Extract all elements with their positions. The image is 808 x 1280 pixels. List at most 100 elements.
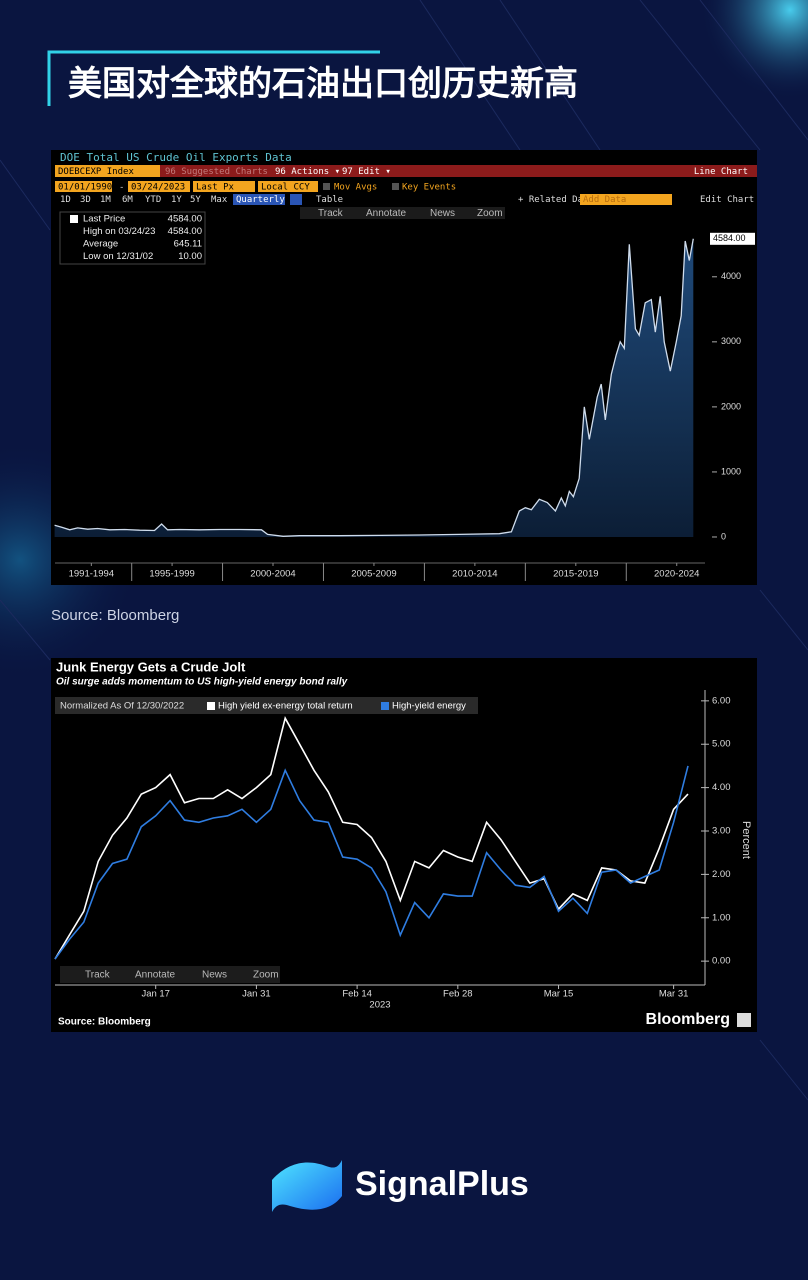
x-tick-label: Mar 31 (659, 989, 689, 1000)
brand-name: SignalPlus (355, 1165, 529, 1203)
tool-button[interactable]: Track (85, 970, 111, 981)
legend-entry: High yield ex-energy total return (218, 701, 353, 712)
stat-value: 10.00 (178, 251, 202, 262)
period-button[interactable]: 6M (122, 195, 133, 205)
legend-entry: High-yield energy (392, 701, 466, 712)
title-accent (47, 50, 380, 106)
x-tick-label: Mar 15 (544, 989, 574, 1000)
menu-item: 96 Actions ▾ (275, 167, 340, 177)
field: Last Px (196, 183, 235, 193)
add-data: Add Data (583, 195, 626, 205)
edit-chart: Edit Chart (700, 195, 754, 205)
chart-source: Source: Bloomberg (58, 1017, 151, 1028)
toolbar (60, 966, 280, 983)
date-sep: - (119, 183, 124, 193)
stat-value: 4584.00 (168, 226, 202, 237)
ui-box (258, 181, 318, 192)
x-tick-label: 2005-2009 (351, 569, 396, 580)
ui-box (392, 183, 399, 190)
period-button[interactable]: 1M (100, 195, 111, 205)
stat-value: 4584.00 (168, 214, 202, 225)
series-line (54, 716, 689, 960)
last-value-label: 4584.00 (713, 233, 746, 243)
legend-swatch (70, 215, 78, 223)
tool-button[interactable]: Annotate (135, 970, 175, 981)
x-group-label: 2023 (369, 1000, 390, 1011)
stat-label: High on 03/24/23 (83, 226, 155, 237)
chart-title: Junk Energy Gets a Crude Jolt (56, 659, 246, 674)
chart-brand: Bloomberg (646, 1011, 730, 1028)
period-button[interactable]: 5Y (190, 195, 201, 205)
legend-note: Normalized As Of 12/30/2022 (60, 701, 184, 712)
y-tick-label: 1000 (721, 466, 741, 476)
x-tick-label: Jan 17 (141, 989, 170, 1000)
tool-button[interactable]: Zoom (477, 208, 503, 219)
x-tick-label: 2010-2014 (452, 569, 497, 580)
x-tick-label: Feb 28 (443, 989, 473, 1000)
y-tick-label: 4.00 (712, 782, 731, 793)
tool-button[interactable]: News (430, 208, 455, 219)
chart-subtitle: Oil surge adds momentum to US high-yield… (56, 677, 348, 688)
toolbar (300, 207, 505, 219)
related-data: + Related Data (518, 195, 594, 205)
decor-lines (0, 0, 808, 1101)
area (54, 238, 694, 537)
period-button[interactable]: 3D (80, 195, 91, 205)
y-tick-label: 2.00 (712, 869, 731, 880)
last-value-tag (710, 232, 755, 245)
legend-swatch (381, 702, 389, 710)
legend-box (59, 211, 206, 265)
stat-value: 645.11 (174, 239, 202, 250)
stat-label: Average (83, 239, 118, 250)
tool-button[interactable]: Annotate (366, 208, 406, 219)
ui-box (128, 181, 190, 192)
stat-label: Low on 12/31/02 (83, 251, 153, 262)
period-button[interactable]: 1Y (171, 195, 182, 205)
chart-kind: Line Chart (694, 167, 748, 177)
chart-title: DOE Total US Crude Oil Exports Data (60, 151, 292, 164)
source-note: Source: Bloomberg (51, 607, 179, 624)
menu-item: 96 Suggested Charts (165, 167, 268, 177)
page-title: 美国对全球的石油出口创历史新高 (68, 64, 578, 103)
tool-button[interactable]: News (202, 970, 227, 981)
period-button[interactable]: 1D (60, 195, 71, 205)
y-tick-label: 0 (721, 531, 726, 541)
y-axis-label: Percent (740, 821, 752, 859)
x-tick-label: Feb 14 (342, 989, 372, 1000)
period-button[interactable]: Max (211, 195, 228, 205)
menu-item: 97 Edit ▾ (342, 167, 391, 177)
tool-button[interactable]: Track (318, 208, 344, 219)
brand-icon (737, 1013, 751, 1027)
y-tick-label: 3000 (721, 336, 741, 346)
x-tick-label: 1995-1999 (149, 569, 194, 580)
ui-box (55, 181, 112, 192)
ui-box (580, 194, 672, 205)
view-button: Table (316, 195, 343, 205)
series-line (54, 765, 689, 960)
line (54, 238, 694, 537)
field: Local CCY (261, 183, 310, 193)
frequency: Quarterly ▾ (236, 195, 296, 205)
ui-box (233, 194, 285, 205)
ticker: DOEBCEXP Index (58, 167, 134, 177)
date-end: 03/24/2023 (131, 183, 185, 193)
x-tick-label: 2020-2024 (654, 569, 699, 580)
ui-box (290, 194, 302, 205)
y-tick-label: 4000 (721, 271, 741, 281)
glow (700, 0, 808, 100)
y-tick-label: 3.00 (712, 826, 731, 837)
period-button[interactable]: YTD (145, 195, 161, 205)
x-tick-label: 2015-2019 (553, 569, 598, 580)
y-tick-label: 0.00 (712, 956, 731, 967)
y-tick-label: 1.00 (712, 912, 731, 923)
field: Key Events (402, 183, 456, 193)
y-tick-label: 6.00 (712, 695, 731, 706)
legend-swatch (207, 702, 215, 710)
ui-box (55, 165, 160, 177)
x-tick-label: 2000-2004 (250, 569, 295, 580)
date-start: 01/01/1990 (58, 183, 112, 193)
tool-button[interactable]: Zoom (253, 970, 279, 981)
legend-bar (55, 697, 478, 714)
stat-label: Last Price (83, 214, 125, 225)
